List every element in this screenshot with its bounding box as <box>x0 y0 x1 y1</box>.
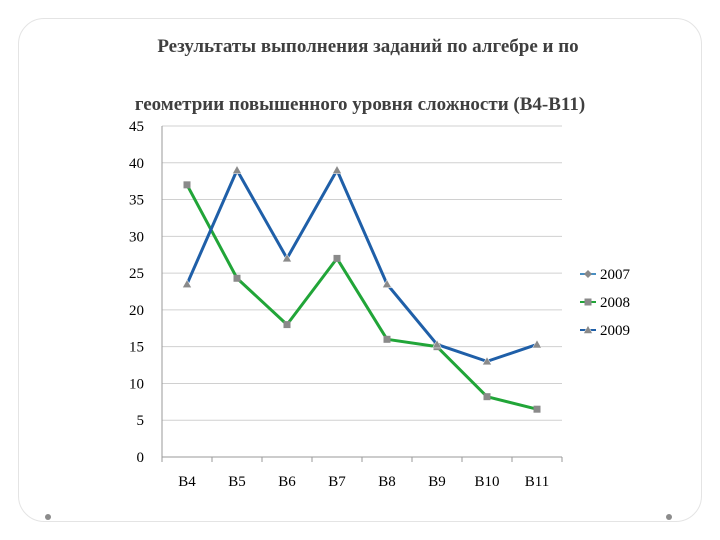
x-tick-label: В6 <box>278 474 296 490</box>
y-tick-label: 40 <box>129 156 144 172</box>
data-point-2008 <box>283 321 291 329</box>
data-point-2009 <box>482 356 492 366</box>
data-point-2008 <box>483 393 491 401</box>
chart-title-line-1: Результаты выполнения заданий по алгебре… <box>157 36 579 57</box>
chart-title-line-2: геометрии повышенного уровня сложности (… <box>134 94 586 115</box>
y-tick-label: 25 <box>129 266 144 282</box>
y-tick-label: 5 <box>137 413 145 429</box>
legend-label-2009: 2009 <box>600 323 630 339</box>
data-point-2008 <box>383 335 391 343</box>
slide-decoration-dot-left <box>45 514 51 520</box>
data-point-2008 <box>333 254 341 262</box>
x-tick-label: В11 <box>525 474 549 490</box>
data-point-2009 <box>382 279 392 288</box>
data-point-2008 <box>533 405 541 413</box>
data-point-2009 <box>432 339 442 349</box>
x-tick-label: В10 <box>474 474 499 490</box>
data-point-2008 <box>233 274 241 282</box>
y-tick-label: 10 <box>129 376 144 392</box>
series-line-2009 <box>185 168 538 363</box>
data-point-2009 <box>532 339 542 349</box>
x-tick-label: В4 <box>178 474 196 490</box>
slide-frame <box>18 18 702 522</box>
y-tick-label: 20 <box>129 303 144 319</box>
y-tick-label: 30 <box>129 229 144 245</box>
legend-marker-2007 <box>584 270 592 278</box>
data-point-2009 <box>232 165 242 174</box>
data-point-2009 <box>332 165 342 174</box>
legend-marker-2009 <box>583 324 593 334</box>
legend-label-2008: 2008 <box>600 295 630 311</box>
x-tick-label: В9 <box>428 474 446 490</box>
y-tick-label: 15 <box>129 340 144 356</box>
x-tick-label: В8 <box>378 474 396 490</box>
series-line-2008 <box>185 184 538 411</box>
y-tick-label: 0 <box>137 450 145 466</box>
data-point-2008 <box>183 181 191 189</box>
data-point-2009 <box>182 279 192 288</box>
legend-label-2007: 2007 <box>600 267 631 283</box>
y-tick-label: 45 <box>129 119 144 135</box>
y-tick-label: 35 <box>129 193 144 209</box>
x-tick-label: В5 <box>228 474 246 490</box>
legend-marker-2008 <box>584 298 592 306</box>
data-point-2009 <box>282 253 292 263</box>
x-tick-label: В7 <box>328 474 346 490</box>
slide-decoration-dot-right <box>666 514 672 520</box>
